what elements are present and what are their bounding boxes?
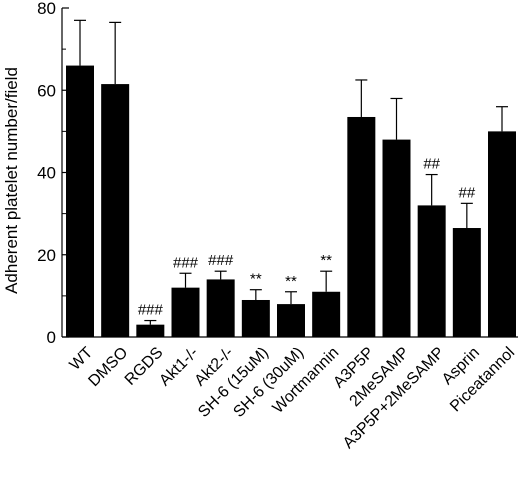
y-axis-label: Adherent platelet number/field <box>2 67 21 294</box>
bar-9 <box>382 139 411 337</box>
bar-12 <box>488 131 516 337</box>
bar-5 <box>241 299 270 337</box>
bars <box>66 65 516 337</box>
x-tick-label-1: DMSO <box>85 344 131 390</box>
y-tick-label-1: 20 <box>37 246 56 265</box>
bar-1 <box>101 84 130 337</box>
significance-annotations: ### ### ### ** ** ** ## ## <box>138 156 476 319</box>
annotation-4: ### <box>208 252 234 269</box>
bar-10 <box>417 205 446 337</box>
bar-6 <box>277 304 305 337</box>
annotation-3: ### <box>173 254 199 271</box>
bar-0 <box>66 65 94 337</box>
bar-8 <box>347 116 376 337</box>
annotation-5: ** <box>250 271 262 288</box>
bar-11 <box>452 228 481 337</box>
y-tick-label-2: 40 <box>37 164 56 183</box>
annotation-2: ### <box>138 302 164 319</box>
x-tick-label-0: WT <box>67 344 97 374</box>
y-ticks: 0 20 40 60 80 <box>37 0 69 347</box>
x-tick-label-3: Akt1-/- <box>156 344 201 389</box>
bar-7 <box>312 291 341 337</box>
bar-3 <box>171 287 200 337</box>
y-tick-label-3: 60 <box>37 81 56 100</box>
y-tick-label-0: 0 <box>47 328 56 347</box>
bar-4 <box>206 279 235 337</box>
annotation-11: ## <box>458 184 475 201</box>
annotation-6: ** <box>285 273 297 290</box>
annotation-10: ## <box>423 156 440 173</box>
y-tick-label-4: 80 <box>37 0 56 18</box>
error-bars <box>74 19 508 325</box>
annotation-7: ** <box>320 252 332 269</box>
bar-2 <box>136 324 165 337</box>
